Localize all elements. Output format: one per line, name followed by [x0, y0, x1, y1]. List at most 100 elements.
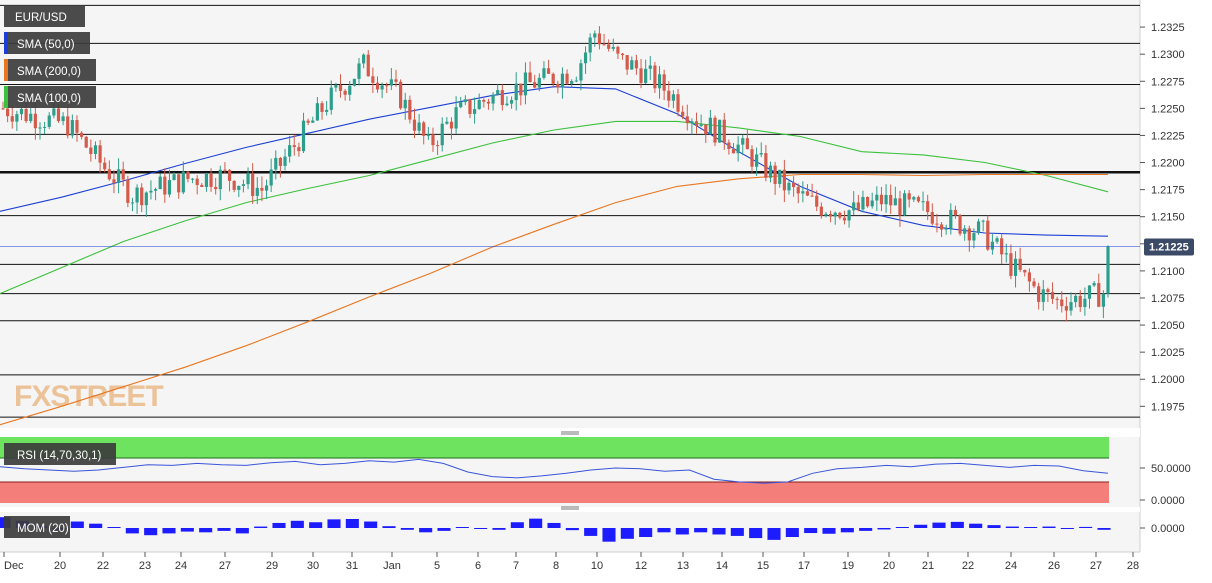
candle-body: [15, 114, 19, 122]
candle: [884, 184, 888, 213]
candle-body: [667, 90, 671, 101]
candle-body: [916, 197, 921, 202]
candle: [736, 136, 740, 162]
momentum-bar: [694, 528, 708, 533]
candle: [107, 160, 111, 181]
legend-sma200[interactable]: SMA (200,0): [4, 59, 96, 81]
panel-splitter-2[interactable]: [0, 506, 1140, 512]
candle: [976, 218, 981, 235]
candle: [620, 52, 625, 60]
candle: [158, 173, 162, 190]
candle-body: [10, 116, 14, 122]
candle: [491, 92, 495, 111]
candle: [556, 80, 560, 94]
candle-body: [149, 190, 153, 193]
candle: [930, 203, 934, 226]
candle: [597, 26, 602, 50]
candle-body: [805, 191, 810, 196]
panel-splitter-1[interactable]: [0, 428, 1140, 437]
candle: [61, 112, 65, 126]
candle: [912, 195, 916, 203]
candle: [311, 116, 315, 123]
candle-body: [727, 142, 731, 149]
legend-rsi[interactable]: RSI (14,70,30,1): [4, 443, 116, 465]
candle: [583, 46, 588, 74]
price-axis-ticks: 1.1975 1.2000 1.2025 1.2050 1.2075 1.2100 1.21…: [1140, 22, 1185, 413]
legend-sma100-swatch: [4, 86, 8, 108]
momentum-bar: [620, 528, 634, 539]
momentum-bar: [1042, 526, 1056, 528]
candle-body: [764, 153, 768, 178]
legend-sma50[interactable]: SMA (50,0): [4, 32, 90, 54]
candle: [1032, 277, 1036, 289]
candle: [163, 168, 167, 203]
legend-sma100[interactable]: SMA (100,0): [4, 86, 96, 108]
candle-body: [389, 79, 393, 86]
candle-body: [1106, 246, 1110, 294]
candle-body: [782, 169, 786, 191]
candle-body: [66, 116, 70, 136]
candle: [722, 113, 726, 150]
candle: [1069, 292, 1073, 316]
candle-body: [1097, 283, 1101, 307]
candle-body: [1041, 289, 1045, 302]
candle: [879, 186, 884, 212]
candle: [75, 115, 79, 142]
candle-body: [334, 84, 338, 88]
candle-body: [898, 198, 902, 216]
momentum-bar: [474, 528, 488, 529]
candle-body: [204, 173, 209, 188]
candle-body: [251, 173, 255, 196]
candle: [269, 158, 273, 192]
candle: [690, 118, 694, 135]
candle-body: [320, 103, 324, 112]
candle: [306, 118, 310, 126]
candle-body: [893, 198, 897, 206]
right-axis-background: [1140, 0, 1212, 578]
candle-body: [348, 85, 352, 95]
time-tick-2: 22: [97, 560, 109, 572]
candle-body: [292, 145, 296, 148]
candle: [731, 143, 736, 154]
momentum-bar: [254, 526, 268, 528]
candle-body: [708, 117, 712, 135]
candle-body: [6, 108, 10, 117]
price-tick-11: 1.2250: [1151, 103, 1185, 115]
candle: [500, 84, 504, 111]
candle-body: [454, 107, 458, 129]
candle: [417, 114, 421, 135]
candle: [422, 120, 426, 145]
time-tick-18: 15: [757, 560, 769, 572]
candle-body: [167, 180, 172, 195]
candle: [459, 96, 463, 109]
candle-body: [116, 169, 121, 183]
candle: [223, 162, 227, 174]
candle-body: [958, 215, 962, 234]
candle: [98, 140, 102, 173]
candle-body: [565, 73, 569, 84]
candle: [15, 110, 19, 131]
candle-body: [736, 144, 740, 154]
legend-symbol[interactable]: EUR/USD: [4, 5, 85, 27]
legend-sma50-label: SMA (50,0): [17, 39, 75, 51]
candle: [292, 134, 296, 156]
candle-body: [926, 201, 930, 213]
candle: [357, 58, 361, 86]
candle-body: [759, 153, 763, 155]
candle-body: [403, 99, 407, 109]
momentum-bar: [272, 522, 286, 528]
candle-body: [1023, 269, 1027, 273]
candle: [514, 72, 518, 111]
legend-mom[interactable]: MOM (20): [4, 516, 70, 538]
candle: [801, 181, 805, 203]
candle: [237, 185, 241, 198]
candle-body: [537, 77, 541, 88]
price-tick-12: 1.2275: [1151, 76, 1185, 88]
candle-body: [269, 169, 273, 186]
candle: [551, 72, 555, 88]
candle-body: [990, 241, 995, 250]
candle-body: [98, 145, 102, 163]
candle: [741, 134, 745, 156]
candle: [251, 163, 255, 204]
